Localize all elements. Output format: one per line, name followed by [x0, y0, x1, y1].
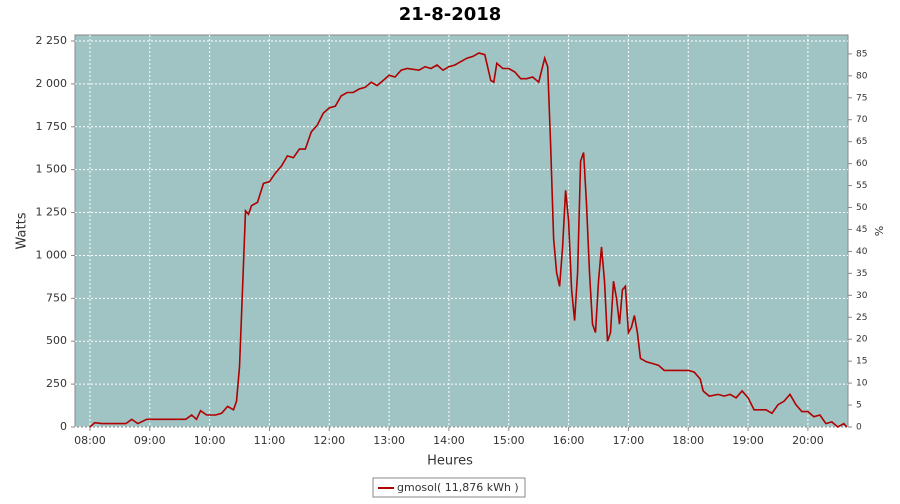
x-tick-label: 15:00: [493, 434, 525, 447]
y2-tick-label: 10: [856, 379, 868, 389]
plot-area: [74, 34, 849, 428]
y2-tick-label: 80: [856, 71, 868, 81]
y2-tick-label: 40: [856, 247, 868, 257]
x-tick-label: 10:00: [194, 434, 226, 447]
y-tick-label: 500: [46, 334, 67, 347]
x-tick-label: 09:00: [134, 434, 166, 447]
y2-axis-label: %: [873, 226, 886, 236]
y2-tick-label: 30: [856, 291, 868, 301]
x-tick-label: 08:00: [74, 434, 106, 447]
x-tick-label: 17:00: [613, 434, 645, 447]
x-tick-label: 13:00: [373, 434, 405, 447]
x-tick-label: 16:00: [553, 434, 585, 447]
x-tick-label: 20:00: [792, 434, 824, 447]
y2-tick-label: 65: [856, 137, 867, 147]
x-tick-label: 19:00: [732, 434, 764, 447]
y2-tick-label: 70: [856, 115, 868, 125]
x-tick-label: 12:00: [313, 434, 345, 447]
x-axis-label: Heures: [427, 454, 473, 469]
y-tick-label: 0: [60, 420, 67, 433]
chart-title: 21-8-2018: [399, 4, 502, 25]
y2-tick-label: 85: [856, 49, 867, 59]
y-tick-label: 1 000: [36, 248, 68, 261]
y-tick-label: 2 000: [36, 77, 68, 90]
y2-tick-label: 5: [856, 401, 862, 411]
y2-tick-label: 20: [856, 335, 868, 345]
y-tick-label: 1 250: [36, 206, 68, 219]
y2-tick-label: 55: [856, 181, 867, 191]
y2-tick-label: 60: [856, 159, 868, 169]
y-tick-label: 1 750: [36, 120, 68, 133]
y2-tick-label: 50: [856, 203, 868, 213]
y2-tick-label: 0: [856, 423, 862, 433]
legend-label: gmosol( 11,876 kWh ): [397, 481, 519, 494]
x-tick-label: 14:00: [433, 434, 465, 447]
y2-tick-label: 35: [856, 269, 867, 279]
y2-tick-label: 45: [856, 225, 867, 235]
y2-tick-label: 15: [856, 357, 867, 367]
legend-box: [372, 477, 526, 498]
y2-tick-label: 75: [856, 93, 867, 103]
y-tick-label: 1 500: [36, 163, 68, 176]
y-axis-label: Watts: [15, 212, 30, 249]
y-tick-label: 2 250: [36, 34, 68, 47]
x-tick-label: 18:00: [672, 434, 704, 447]
y2-tick-label: 25: [856, 313, 867, 323]
y-tick-label: 750: [46, 291, 67, 304]
y-tick-label: 250: [46, 377, 67, 390]
series-line: [89, 52, 848, 428]
x-tick-label: 11:00: [254, 434, 286, 447]
